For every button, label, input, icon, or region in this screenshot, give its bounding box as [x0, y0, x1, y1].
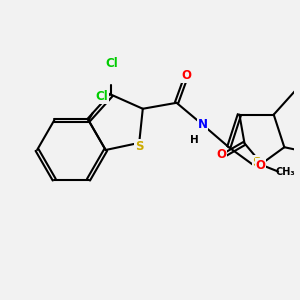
- Text: O: O: [182, 69, 191, 82]
- Text: CH₃: CH₃: [276, 167, 296, 176]
- Text: H: H: [190, 135, 199, 145]
- Text: N: N: [198, 118, 208, 131]
- Text: Cl: Cl: [105, 58, 118, 70]
- Text: O: O: [216, 148, 226, 161]
- Text: O: O: [256, 159, 266, 172]
- Text: S: S: [135, 140, 143, 153]
- Text: S: S: [252, 156, 261, 169]
- Text: Cl: Cl: [96, 90, 109, 103]
